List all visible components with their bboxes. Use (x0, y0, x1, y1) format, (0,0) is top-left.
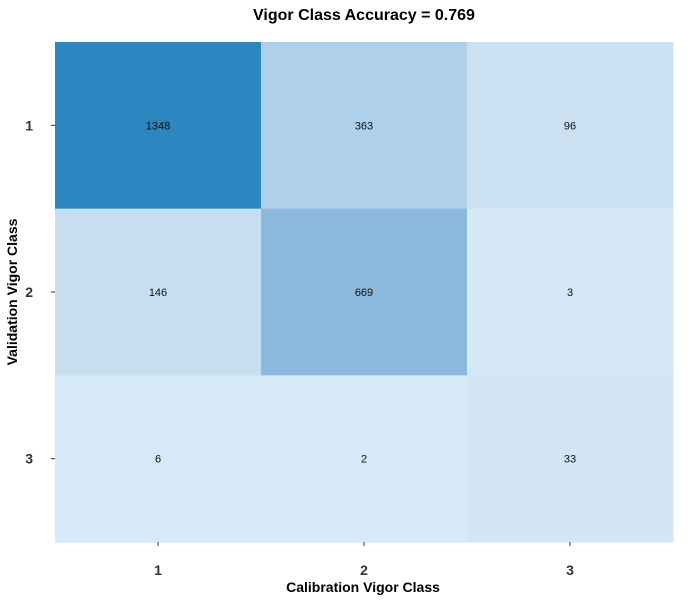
chart-title: Vigor Class Accuracy = 0.769 (253, 7, 475, 24)
heatmap-cell-3-2 (261, 375, 468, 543)
x-tick-label: 1 (154, 562, 162, 578)
y-tick-label: 3 (25, 451, 33, 467)
cell-value-label: 3 (567, 287, 573, 299)
cell-value-label: 669 (355, 287, 373, 299)
x-tick-label: 3 (566, 562, 574, 578)
heatmap-cell-1-2 (261, 42, 468, 210)
y-axis-title: Validation Vigor Class (4, 218, 20, 365)
y-tick-label: 1 (25, 117, 33, 133)
cell-value-label: 33 (564, 454, 576, 466)
cell-value-label: 6 (155, 454, 161, 466)
cell-value-label: 363 (355, 120, 373, 132)
y-tick-label: 2 (25, 284, 33, 300)
heatmap-cell-2-3 (467, 208, 674, 376)
heatmap-cell-2-1 (55, 208, 262, 376)
heatmap-cell-3-1 (55, 375, 262, 543)
heatmap-cell-2-2 (261, 208, 468, 376)
heatmap-cell-1-1 (55, 42, 262, 210)
heatmap-cells: 1348 363 96 146 669 3 6 2 33 (55, 42, 674, 543)
cell-value-label: 1348 (146, 120, 170, 132)
x-axis-title: Calibration Vigor Class (286, 579, 440, 595)
x-axis: 1 2 3 (154, 542, 574, 578)
heatmap-cell-3-3 (467, 375, 674, 543)
cell-value-label: 146 (149, 287, 167, 299)
x-tick-label: 2 (360, 562, 368, 578)
cell-value-label: 96 (564, 120, 576, 132)
cell-value-label: 2 (361, 454, 367, 466)
y-axis: 1 2 3 (25, 117, 55, 467)
heatmap-cell-1-3 (467, 42, 674, 210)
